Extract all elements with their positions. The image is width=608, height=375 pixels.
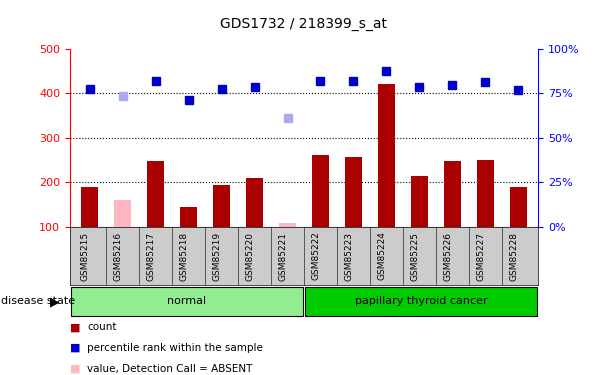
Text: ■: ■	[70, 322, 80, 332]
Bar	[411, 176, 427, 227]
Bar	[213, 184, 230, 227]
Text: GSM85220: GSM85220	[246, 231, 255, 280]
Bar	[378, 84, 395, 227]
Text: GSM85221: GSM85221	[278, 231, 288, 280]
Text: GSM85219: GSM85219	[213, 231, 221, 280]
Bar	[305, 286, 537, 316]
Bar	[345, 158, 362, 227]
Bar	[313, 155, 329, 227]
Text: GSM85215: GSM85215	[81, 231, 90, 280]
Text: ▶: ▶	[50, 295, 60, 308]
Text: percentile rank within the sample: percentile rank within the sample	[87, 343, 263, 353]
Bar	[181, 207, 197, 227]
Bar	[114, 200, 131, 227]
Text: GSM85217: GSM85217	[147, 231, 156, 280]
Text: GSM85225: GSM85225	[410, 231, 420, 280]
Bar	[71, 286, 303, 316]
Text: ■: ■	[70, 343, 80, 353]
Text: count: count	[87, 322, 117, 332]
Text: disease state: disease state	[1, 297, 75, 306]
Text: GSM85224: GSM85224	[378, 231, 387, 280]
Text: papillary thyroid cancer: papillary thyroid cancer	[354, 297, 488, 306]
Text: GSM85216: GSM85216	[114, 231, 123, 280]
Text: value, Detection Call = ABSENT: value, Detection Call = ABSENT	[87, 364, 252, 374]
Bar	[510, 187, 527, 227]
Bar	[81, 187, 98, 227]
Text: normal: normal	[167, 297, 207, 306]
Bar	[246, 178, 263, 227]
Text: GSM85223: GSM85223	[345, 231, 353, 280]
Text: GDS1732 / 218399_s_at: GDS1732 / 218399_s_at	[221, 17, 387, 32]
Text: GSM85226: GSM85226	[443, 231, 452, 280]
Text: GSM85218: GSM85218	[179, 231, 188, 280]
Bar	[147, 161, 164, 227]
Text: ■: ■	[70, 364, 80, 374]
Text: GSM85222: GSM85222	[311, 231, 320, 280]
Text: GSM85227: GSM85227	[476, 231, 485, 280]
Bar	[279, 224, 295, 227]
Bar	[477, 160, 494, 227]
Bar	[444, 161, 461, 227]
Text: GSM85228: GSM85228	[510, 231, 518, 280]
